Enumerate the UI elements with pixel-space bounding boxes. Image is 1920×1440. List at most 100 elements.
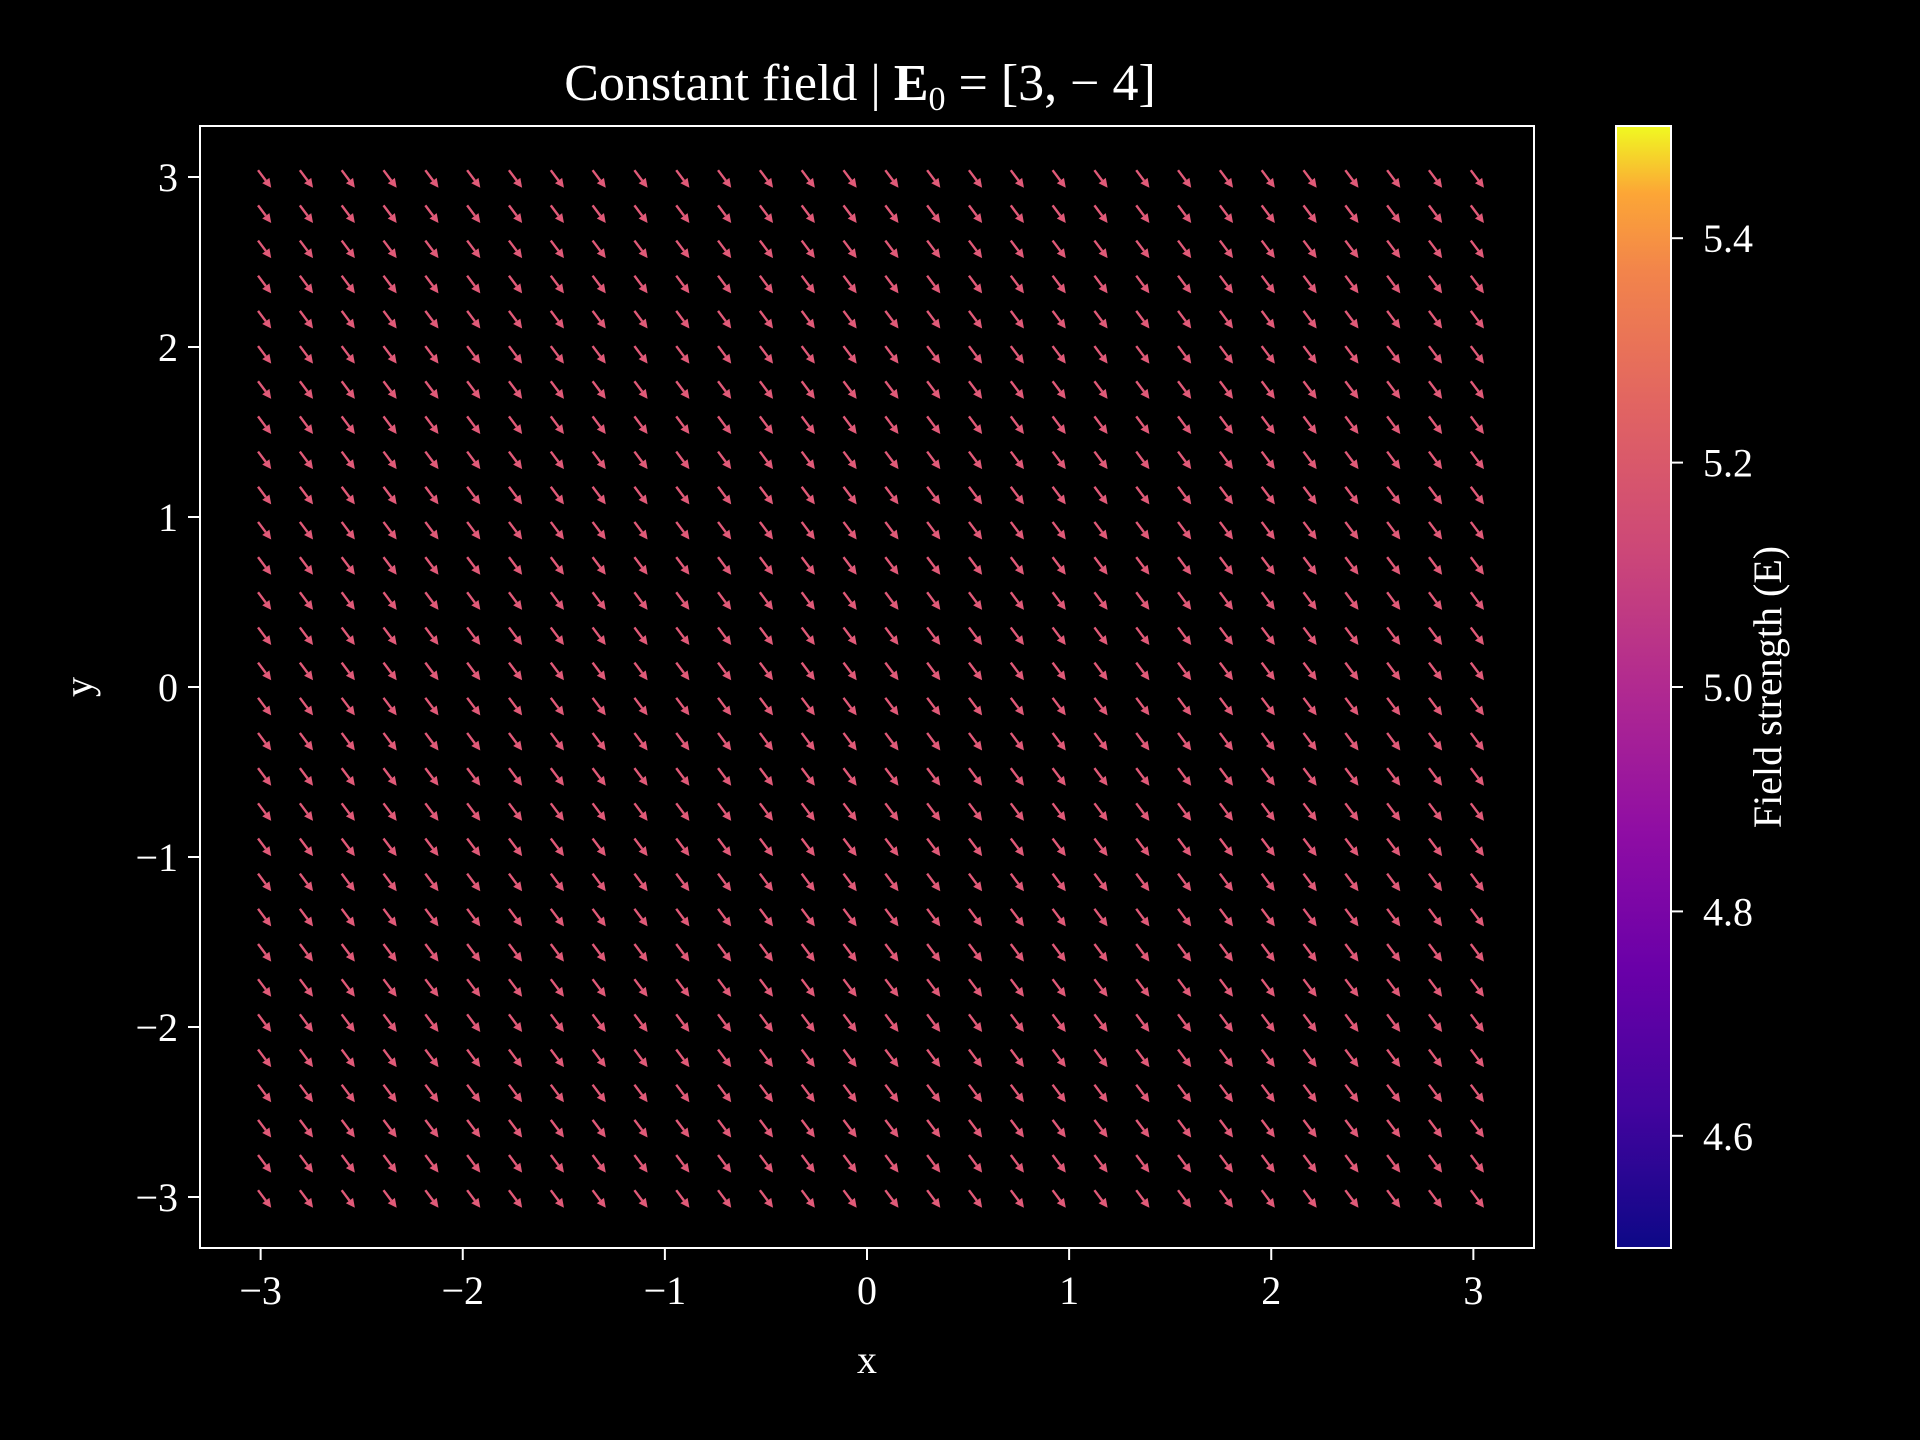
field-arrow — [1260, 169, 1275, 188]
field-arrow — [466, 1189, 481, 1208]
field-arrow — [1344, 274, 1359, 294]
field-arrow — [717, 767, 732, 786]
field-arrow — [926, 450, 941, 470]
field-arrow — [842, 626, 857, 646]
field-arrow — [633, 591, 648, 610]
field-arrow — [1009, 661, 1024, 681]
field-arrow — [675, 204, 690, 223]
field-arrow — [340, 345, 355, 364]
field-arrow — [466, 978, 481, 997]
field-arrow — [1135, 1189, 1150, 1208]
field-arrow — [257, 943, 272, 962]
field-arrow — [1218, 837, 1234, 857]
field-arrow — [1051, 1083, 1066, 1103]
field-arrow — [800, 556, 815, 575]
field-arrow — [758, 345, 774, 364]
field-arrow — [1260, 239, 1275, 259]
field-arrow — [340, 872, 355, 892]
field-arrow — [549, 1013, 564, 1032]
field-arrow — [1009, 1119, 1024, 1138]
field-arrow — [758, 310, 774, 329]
field-arrow — [675, 415, 690, 435]
field-arrow — [1344, 943, 1359, 962]
field-arrow — [298, 872, 314, 892]
field-arrow — [1009, 380, 1024, 399]
field-arrow — [257, 767, 272, 786]
field-arrow — [591, 626, 606, 646]
field-arrow — [1218, 1119, 1234, 1138]
field-arrow — [758, 767, 774, 786]
field-arrow — [967, 732, 983, 751]
field-arrow — [884, 802, 899, 821]
field-arrow — [1260, 345, 1275, 364]
field-arrow — [1177, 204, 1192, 223]
field-arrow — [926, 1189, 941, 1208]
field-arrow — [1386, 697, 1401, 716]
field-arrow — [1177, 732, 1192, 751]
field-arrow — [549, 169, 564, 188]
field-arrow — [1051, 872, 1066, 892]
field-arrow — [340, 486, 355, 505]
field-arrow — [1051, 1189, 1066, 1208]
field-arrow — [1427, 415, 1443, 435]
field-arrow — [466, 204, 481, 223]
field-arrow — [424, 697, 439, 716]
field-arrow — [591, 345, 606, 364]
field-arrow — [1260, 697, 1275, 716]
field-arrow — [675, 591, 690, 610]
field-arrow — [1469, 837, 1484, 857]
field-arrow — [800, 521, 815, 540]
field-arrow — [1344, 732, 1359, 751]
field-arrow — [1302, 380, 1317, 399]
x-tick-label: −3 — [239, 1268, 282, 1313]
field-arrow — [1218, 732, 1234, 751]
field-arrow — [758, 380, 774, 399]
field-arrow — [967, 274, 983, 294]
field-arrow — [466, 450, 481, 470]
field-arrow — [549, 345, 564, 364]
field-arrow — [1344, 380, 1359, 399]
field-arrow — [800, 345, 815, 364]
field-arrow — [633, 486, 648, 505]
field-arrow — [633, 1013, 648, 1032]
field-arrow — [507, 1048, 523, 1068]
field-arrow — [1260, 661, 1275, 681]
field-arrow — [257, 1119, 272, 1138]
field-arrow — [466, 169, 481, 188]
field-arrow — [1218, 872, 1234, 892]
field-arrow — [257, 310, 272, 329]
field-arrow — [842, 1119, 857, 1138]
field-arrow — [1051, 767, 1066, 786]
field-arrow — [1469, 204, 1484, 223]
field-arrow — [340, 204, 355, 223]
field-arrow — [884, 415, 899, 435]
field-arrow — [1302, 872, 1317, 892]
field-arrow — [800, 837, 815, 857]
field-arrow — [466, 697, 481, 716]
field-arrow — [1469, 1189, 1484, 1208]
field-arrow — [1427, 204, 1443, 223]
field-arrow — [1260, 802, 1275, 821]
field-arrow — [1302, 556, 1317, 575]
field-arrow — [1469, 1119, 1484, 1138]
field-arrow — [758, 732, 774, 751]
x-axis-label: x — [857, 1337, 877, 1382]
field-arrow — [257, 837, 272, 857]
field-arrow — [1469, 908, 1484, 927]
field-arrow — [633, 204, 648, 223]
field-arrow — [884, 1154, 899, 1173]
field-arrow — [675, 310, 690, 329]
field-arrow — [1218, 908, 1234, 927]
field-arrow — [967, 767, 983, 786]
field-arrow — [1218, 345, 1234, 364]
field-arrow — [717, 837, 732, 857]
field-arrow — [758, 802, 774, 821]
field-arrow — [717, 908, 732, 927]
field-arrow — [1009, 274, 1024, 294]
field-arrow — [1177, 310, 1192, 329]
field-arrow — [591, 1048, 606, 1068]
field-arrow — [466, 415, 481, 435]
field-arrow — [1093, 732, 1108, 751]
field-arrow — [591, 1083, 606, 1103]
